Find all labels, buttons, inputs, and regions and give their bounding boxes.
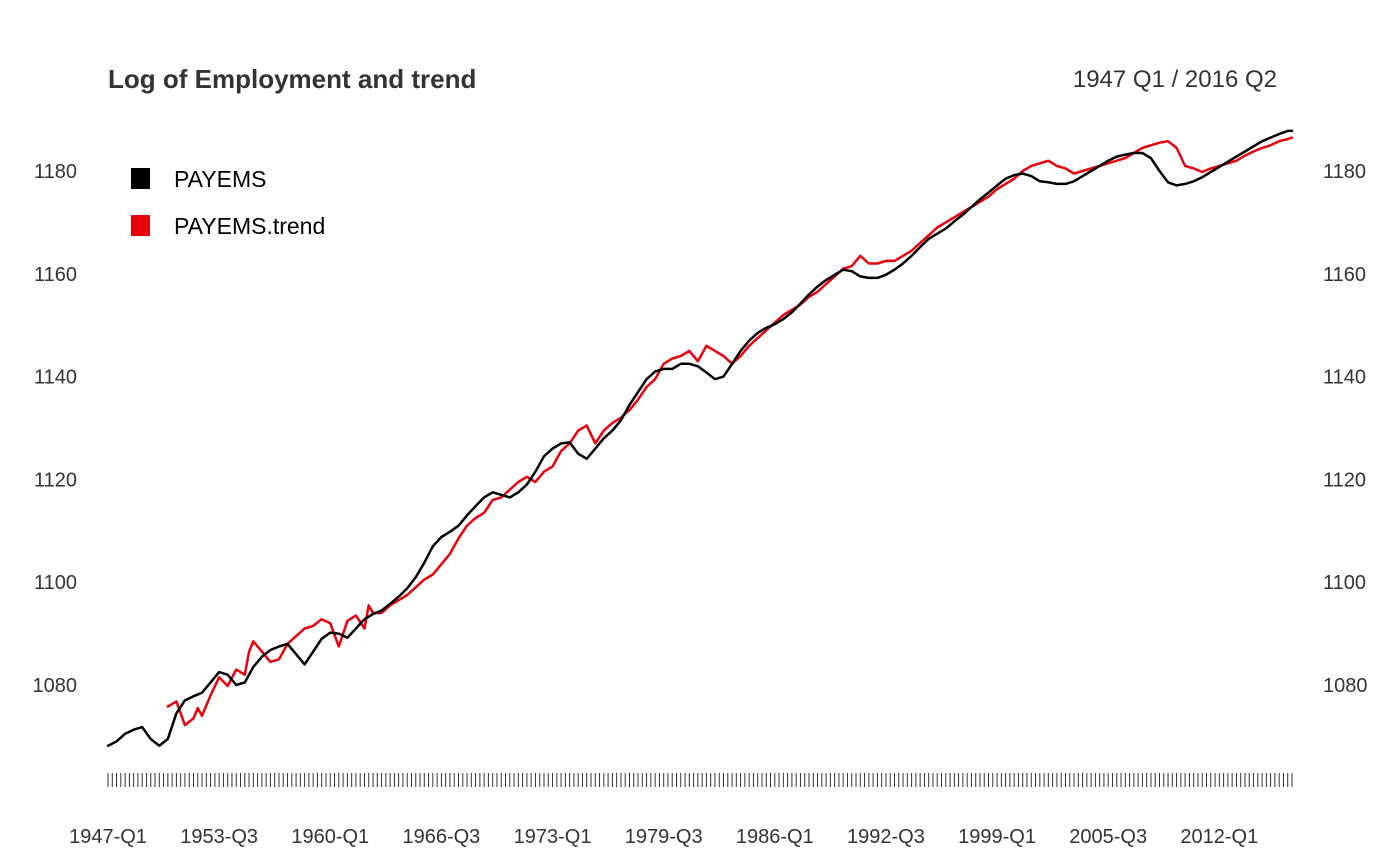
legend: PAYEMS PAYEMS.trend — [131, 166, 325, 239]
y-tick-label-left: 1140 — [34, 367, 77, 389]
y-tick-label-left: 1100 — [34, 572, 77, 594]
y-tick-label-right: 1120 — [1323, 469, 1366, 491]
series-line-payems-trend — [166, 136, 1294, 727]
left-y-tick-labels: 1080 1100 1120 1140 1160 1180 — [33, 161, 78, 697]
x-tick-label: 2005-Q3 — [1069, 826, 1147, 848]
x-tick-label: 2012-Q1 — [1180, 826, 1258, 848]
date-range-label: 1947 Q1 / 2016 Q2 — [1073, 66, 1277, 93]
right-y-tick-labels: 1080 1100 1120 1140 1160 1180 — [1323, 161, 1368, 697]
y-tick-label-left: 1160 — [34, 264, 77, 286]
x-tick-labels: 1947-Q1 1953-Q3 1960-Q1 1966-Q3 1973-Q1 1979-… — [69, 826, 1258, 848]
x-tick-label: 1953-Q3 — [180, 826, 258, 848]
y-tick-label-right: 1160 — [1323, 264, 1366, 286]
y-tick-label-right: 1080 — [1323, 675, 1368, 697]
y-tick-label-right: 1140 — [1323, 367, 1366, 389]
x-tick-label: 1973-Q1 — [514, 826, 592, 848]
x-tick-label: 1992-Q3 — [847, 826, 925, 848]
x-tick-label: 1999-Q1 — [958, 826, 1036, 848]
x-tick-label: 1979-Q3 — [625, 826, 703, 848]
x-tick-label: 1966-Q3 — [402, 826, 480, 848]
series-line-payems — [106, 129, 1294, 747]
y-tick-label-left: 1120 — [34, 469, 77, 491]
y-tick-label-right: 1100 — [1323, 572, 1366, 594]
chart-title: Log of Employment and trend — [108, 64, 476, 94]
y-tick-label-left: 1180 — [34, 161, 77, 183]
x-tick-label: 1986-Q1 — [736, 826, 814, 848]
legend-label: PAYEMS.trend — [174, 213, 325, 239]
legend-swatch — [131, 168, 150, 189]
x-tick-label: 1960-Q1 — [291, 826, 369, 848]
x-tick-label: 1947-Q1 — [69, 826, 147, 848]
legend-swatch — [131, 215, 150, 236]
x-tick-marks — [107, 773, 1293, 787]
y-tick-label-right: 1180 — [1323, 161, 1366, 183]
legend-label: PAYEMS — [174, 166, 266, 192]
y-tick-label-left: 1080 — [33, 675, 78, 697]
series-lines — [106, 129, 1294, 747]
